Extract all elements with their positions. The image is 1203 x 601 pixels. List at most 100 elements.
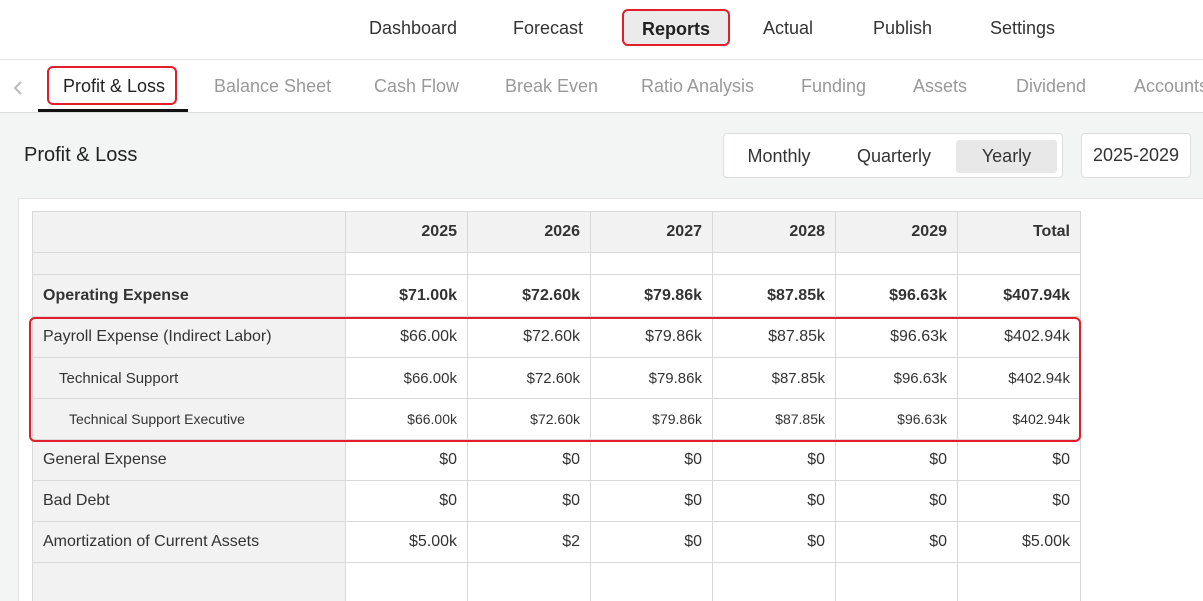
- row-value: $0: [835, 521, 958, 563]
- header-year: 2029: [835, 211, 958, 253]
- row-value: $87.85k: [712, 398, 836, 440]
- row-value: $87.85k: [712, 274, 836, 317]
- row-label: Technical Support: [32, 357, 346, 399]
- row-value: $0: [835, 480, 958, 522]
- row-value: $0: [712, 521, 836, 563]
- table-row-payroll-expense: Payroll Expense (Indirect Labor) $66.00k…: [32, 316, 1081, 358]
- tab-balance-sheet[interactable]: Balance Sheet: [214, 76, 332, 96]
- table-row-operating-expense: Operating Expense $71.00k $72.60k $79.86…: [32, 274, 1081, 317]
- period-selector: Monthly Quarterly Yearly: [723, 133, 1063, 178]
- top-nav: Dashboard Forecast Reports Actual Publis…: [0, 0, 1203, 60]
- tab-funding[interactable]: Funding: [801, 76, 867, 96]
- nav-publish[interactable]: Publish: [873, 18, 933, 38]
- row-value: $79.86k: [590, 357, 713, 399]
- row-value: [957, 252, 1081, 275]
- tab-accounts[interactable]: Accounts: [1134, 76, 1203, 96]
- row-value: [835, 562, 958, 601]
- row-value: $0: [835, 439, 958, 481]
- row-value: [835, 252, 958, 275]
- row-value: $79.86k: [590, 398, 713, 440]
- tab-ratio-analysis[interactable]: Ratio Analysis: [641, 76, 755, 96]
- tab-cash-flow[interactable]: Cash Flow: [374, 76, 460, 96]
- row-value: $0: [345, 439, 468, 481]
- row-value: $79.86k: [590, 274, 713, 317]
- tab-assets[interactable]: Assets: [913, 76, 968, 96]
- row-value: [467, 562, 591, 601]
- nav-dashboard[interactable]: Dashboard: [369, 18, 458, 38]
- period-quarterly-option[interactable]: Quarterly: [856, 146, 932, 166]
- row-label: Bad Debt: [32, 480, 346, 522]
- tab-profit-loss[interactable]: Profit & Loss: [63, 76, 166, 96]
- table-header-row: 2025 2026 2027 2028 2029 Total: [32, 211, 1081, 253]
- row-value: [590, 562, 713, 601]
- row-value: $96.63k: [835, 316, 958, 358]
- report-tabs: Profit & Loss Balance Sheet Cash Flow Br…: [0, 60, 1203, 113]
- row-value: $0: [467, 480, 591, 522]
- header-year: 2026: [467, 211, 591, 253]
- table-row-technical-support: Technical Support $66.00k $72.60k $79.86…: [32, 357, 1081, 399]
- row-label: Payroll Expense (Indirect Labor): [32, 316, 346, 358]
- row-value: $2: [467, 521, 591, 563]
- row-value: $79.86k: [590, 316, 713, 358]
- row-value: $96.63k: [835, 357, 958, 399]
- table-container: 2025 2026 2027 2028 2029 Total: [18, 198, 1203, 601]
- row-value: [590, 252, 713, 275]
- row-value: $66.00k: [345, 398, 468, 440]
- table-row-technical-support-executive: Technical Support Executive $66.00k $72.…: [32, 398, 1081, 440]
- nav-reports[interactable]: Reports: [622, 9, 731, 46]
- report-content: Profit & Loss Monthly Quarterly Yearly 2…: [0, 113, 1203, 601]
- table-row-general-expense: General Expense $0 $0 $0 $0 $0 $0: [32, 439, 1081, 481]
- row-label: Technical Support Executive: [32, 398, 346, 440]
- active-tab-underline: [38, 109, 188, 112]
- row-value: $96.63k: [835, 274, 958, 317]
- row-value: $0: [590, 521, 713, 563]
- chevron-left-icon[interactable]: [10, 78, 26, 98]
- row-value: [712, 562, 836, 601]
- row-value: [345, 562, 468, 601]
- table-row: [32, 252, 1081, 275]
- row-value: $71.00k: [345, 274, 468, 317]
- tab-break-even[interactable]: Break Even: [505, 76, 599, 96]
- period-monthly-option[interactable]: Monthly: [747, 146, 811, 166]
- header-label-cell: [32, 211, 346, 253]
- header-total: Total: [957, 211, 1081, 253]
- row-label: [32, 562, 346, 601]
- row-value: [345, 252, 468, 275]
- row-value: $402.94k: [957, 316, 1081, 358]
- row-value: $0: [712, 439, 836, 481]
- active-tab-highlight: [47, 66, 177, 105]
- row-value: $72.60k: [467, 398, 591, 440]
- header-year: 2028: [712, 211, 836, 253]
- nav-forecast[interactable]: Forecast: [513, 18, 584, 38]
- period-yearly-option[interactable]: Yearly: [956, 140, 1057, 173]
- row-value: $0: [712, 480, 836, 522]
- row-value: $407.94k: [957, 274, 1081, 317]
- row-value: $0: [345, 480, 468, 522]
- table-row-amortization: Amortization of Current Assets $5.00k $2…: [32, 521, 1081, 563]
- tab-dividend[interactable]: Dividend: [1016, 76, 1087, 96]
- row-label: Operating Expense: [32, 274, 346, 317]
- header-year: 2027: [590, 211, 713, 253]
- row-label: Amortization of Current Assets: [32, 521, 346, 563]
- nav-settings[interactable]: Settings: [990, 18, 1056, 38]
- year-range-selector[interactable]: 2025-2029: [1081, 133, 1191, 178]
- row-value: $66.00k: [345, 357, 468, 399]
- row-value: $0: [957, 439, 1081, 481]
- page-title: Profit & Loss: [24, 144, 138, 166]
- row-value: $87.85k: [712, 316, 836, 358]
- row-label: [32, 252, 346, 275]
- row-value: [467, 252, 591, 275]
- header-year: 2025: [345, 211, 468, 253]
- row-value: $0: [590, 439, 713, 481]
- nav-actual[interactable]: Actual: [763, 18, 814, 38]
- row-value: $0: [590, 480, 713, 522]
- row-value: [712, 252, 836, 275]
- row-label: General Expense: [32, 439, 346, 481]
- row-value: $402.94k: [957, 357, 1081, 399]
- row-value: $0: [467, 439, 591, 481]
- row-value: $66.00k: [345, 316, 468, 358]
- row-value: $87.85k: [712, 357, 836, 399]
- table-row-bad-debt: Bad Debt $0 $0 $0 $0 $0 $0: [32, 480, 1081, 522]
- row-value: $5.00k: [345, 521, 468, 563]
- row-value: $72.60k: [467, 316, 591, 358]
